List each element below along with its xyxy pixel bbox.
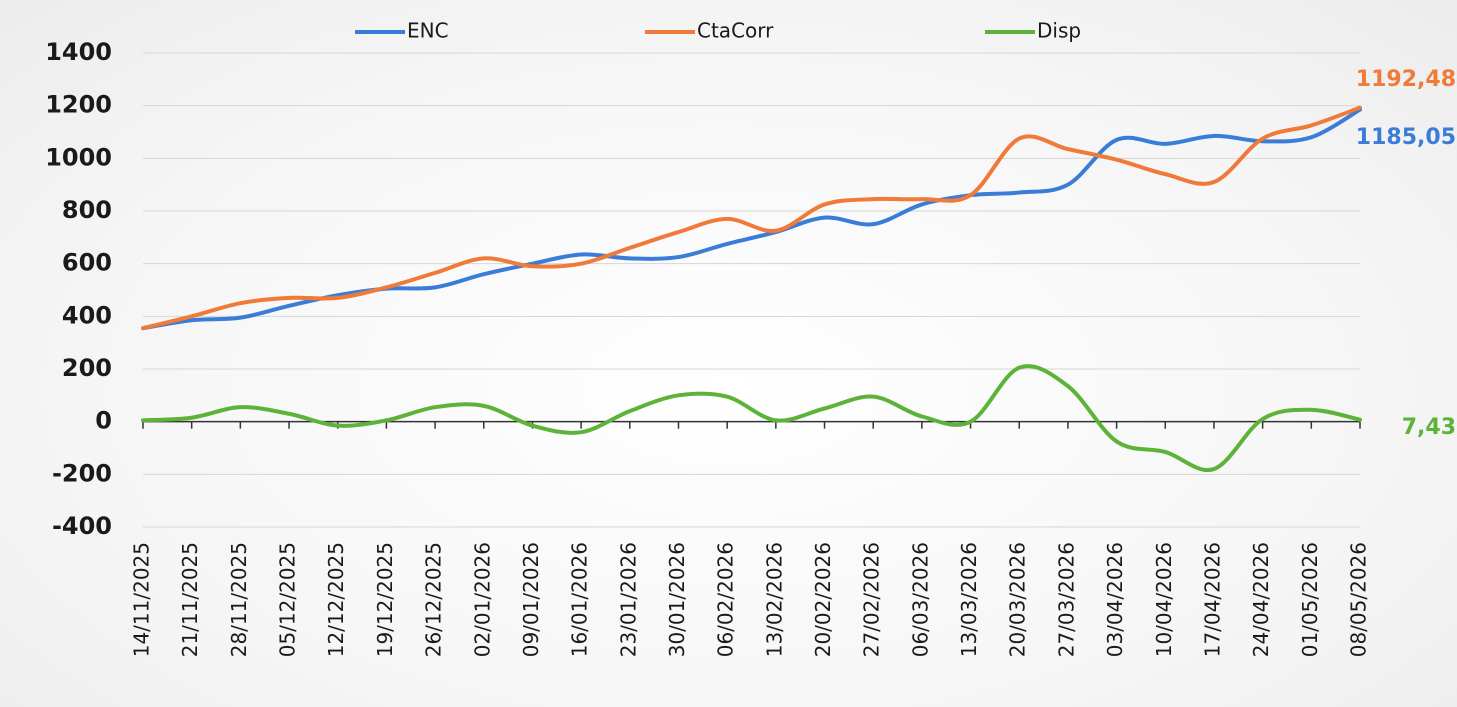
end-label: 1185,05 [1356, 125, 1456, 150]
x-tick-label: 10/04/2026 [1152, 542, 1176, 657]
y-tick-label: 800 [62, 196, 112, 224]
x-tick-label: 14/11/2025 [130, 542, 154, 657]
x-tick-label: 28/11/2025 [227, 542, 251, 657]
series-line [141, 364, 1362, 473]
end-label: 1192,48 [1356, 67, 1456, 92]
legend-label: ENC [407, 19, 449, 43]
x-tick-label: 17/04/2026 [1200, 542, 1224, 657]
x-tick-label: 12/12/2025 [324, 542, 348, 657]
series-line [141, 105, 1362, 331]
y-tick-label: -200 [52, 459, 112, 487]
x-tick-label: 13/02/2026 [762, 542, 786, 657]
x-tick-label: 27/03/2026 [1054, 542, 1078, 657]
x-tick-label: 05/12/2025 [276, 542, 300, 657]
x-tick-label: 23/01/2026 [616, 542, 640, 657]
x-tick-label: 16/01/2026 [568, 542, 592, 657]
y-tick-label: 600 [62, 249, 112, 277]
x-tick-label: 24/04/2026 [1249, 542, 1273, 657]
legend-label: CtaCorr [697, 19, 774, 43]
y-tick-label: 400 [62, 301, 112, 329]
x-tick-label: 27/02/2026 [860, 542, 884, 657]
x-tick-label: 19/12/2025 [373, 542, 397, 657]
x-tick-label: 09/01/2026 [519, 542, 543, 657]
y-tick-label: 0 [95, 407, 112, 435]
y-tick-label: -400 [52, 512, 112, 540]
x-tick-label: 21/11/2025 [178, 542, 202, 657]
x-tick-label: 06/03/2026 [908, 542, 932, 657]
x-tick-label: 06/02/2026 [714, 542, 738, 657]
x-tick-label: 13/03/2026 [957, 542, 981, 657]
x-tick-label: 08/05/2026 [1347, 542, 1371, 657]
series-line [141, 107, 1362, 331]
y-tick-label: 200 [62, 354, 112, 382]
x-tick-label: 26/12/2025 [422, 542, 446, 657]
y-tick-label: 1400 [45, 38, 112, 66]
x-tick-label: 01/05/2026 [1298, 542, 1322, 657]
x-tick-label: 20/02/2026 [811, 542, 835, 657]
y-tick-label: 1200 [45, 91, 112, 119]
end-label: 7,43 [1402, 415, 1456, 440]
x-tick-label: 03/04/2026 [1103, 542, 1127, 657]
x-tick-label: 30/01/2026 [665, 542, 689, 657]
legend-label: Disp [1037, 19, 1081, 43]
x-tick-label: 20/03/2026 [1006, 542, 1030, 657]
x-tick-label: 02/01/2026 [470, 542, 494, 657]
y-tick-label: 1000 [45, 143, 112, 171]
